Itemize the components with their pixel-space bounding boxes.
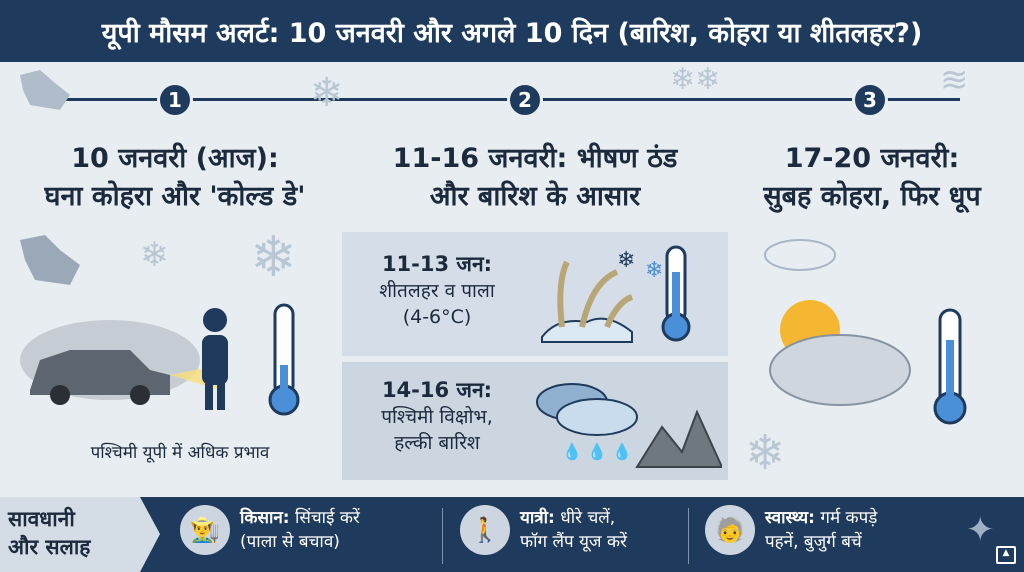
- rain-mountain-illustration: 💧 💧 💧: [536, 383, 722, 468]
- step-2-title-line2: और बारिश के आसार: [429, 181, 641, 212]
- box-heading: 14-16 जन:: [381, 378, 493, 402]
- step-1-note: पश्चिमी यूपी में अधिक प्रभाव: [90, 443, 270, 463]
- divider: [688, 508, 689, 564]
- thermometer-icon: [268, 303, 300, 416]
- box-line: पश्चिमी विक्षोभ,: [381, 406, 493, 428]
- western-disturbance-box: 14-16 जन: पश्चिमी विक्षोभ, हल्की बारिश 💧…: [342, 362, 728, 480]
- tip-title: यात्री:: [520, 508, 555, 528]
- tip-title: किसान:: [240, 508, 290, 528]
- rain-cloud-icon: 💧 💧 💧: [536, 383, 638, 461]
- cloud-icon: [764, 239, 836, 271]
- svg-text:💧 💧 💧: 💧 💧 💧: [562, 442, 632, 461]
- snowflake-icon: ❄: [310, 70, 344, 116]
- box-line: शीतलहर व पाला: [379, 280, 495, 302]
- mountain-icon: [635, 409, 722, 468]
- thermometer-icon: [661, 245, 691, 342]
- tip-text: धीरे चलें,: [554, 508, 616, 528]
- advice-label-line1: सावधानी: [8, 507, 75, 531]
- tip-text: फॉग लैंप यूज करें: [520, 532, 627, 552]
- tip-title: स्वास्थ्य:: [765, 508, 815, 528]
- car-icon: [30, 350, 170, 395]
- tip-text: (पाला से बचाव): [240, 532, 340, 552]
- step-1-title-line1: 10 जनवरी (आज):: [71, 143, 279, 174]
- advice-tip-health: 🧓 स्वास्थ्य: गर्म कपड़े पहनें, बुजुर्ग ब…: [705, 505, 877, 555]
- advice-tip-traveller: 🚶 यात्री: धीरे चलें, फॉग लैंप यूज करें: [460, 505, 627, 555]
- advice-bar: [0, 497, 1024, 572]
- caption-icon[interactable]: ▲: [996, 546, 1016, 564]
- step-3-title: 17-20 जनवरी: सुबह कोहरा, फिर धूप: [720, 140, 1024, 216]
- step-2-title-line1: 11-16 जनवरी: भीषण ठंड: [392, 143, 678, 174]
- cloud-icon: [769, 334, 911, 406]
- sun-cloud-thermometer-illustration: [764, 239, 967, 425]
- step-1-badge: 1: [157, 82, 193, 118]
- divider: [442, 508, 443, 564]
- step-3-badge: 3: [852, 82, 888, 118]
- elderly-person-icon: 🧓: [705, 505, 755, 555]
- snowflake-icon: ❄: [617, 248, 635, 273]
- tip-text: गर्म कपड़े: [814, 508, 878, 528]
- tip-text: सिंचाई करें: [289, 508, 360, 528]
- snowflake-icon: ❄: [140, 235, 169, 275]
- box-line: हल्की बारिश: [394, 432, 480, 454]
- box-line: (4-6°C): [402, 306, 472, 328]
- advice-label: सावधानी और सलाह: [0, 497, 160, 572]
- frost-plants-thermometer-illustration: ❄ ❄: [541, 245, 691, 343]
- shivering-person-icon: [202, 308, 228, 410]
- advice-tip-farmer: 👨‍🌾 किसान: सिंचाई करें (पाला से बचाव): [180, 505, 360, 555]
- wind-icon: ≋: [940, 60, 969, 100]
- snowflake-icon: ❄: [250, 225, 297, 290]
- step-3-title-line1: 17-20 जनवरी:: [784, 143, 960, 174]
- step-3-title-line2: सुबह कोहरा, फिर धूप: [763, 181, 981, 212]
- frost-plant-icon: [541, 317, 633, 343]
- sparkle-icon: ✦: [966, 510, 995, 550]
- tip-text: पहनें, बुजुर्ग बचें: [765, 532, 862, 552]
- step-1-title-line2: घना कोहरा और 'कोल्ड डे': [44, 181, 306, 212]
- step-2-title: 11-16 जनवरी: भीषण ठंड और बारिश के आसार: [340, 140, 730, 216]
- cold-wave-box: 11-13 जन: शीतलहर व पाला (4-6°C) ❄ ❄: [342, 232, 728, 356]
- advice-label-line2: और सलाह: [8, 535, 91, 559]
- up-map-icon: [20, 70, 70, 110]
- snowflake-icon: ❄: [645, 258, 663, 283]
- fog-car-person-illustration: [20, 303, 300, 416]
- snowflake-icon: ❄❄: [670, 62, 721, 97]
- walking-person-icon: 🚶: [460, 505, 510, 555]
- step-2-badge: 2: [507, 82, 543, 118]
- farmer-icon: 👨‍🌾: [180, 505, 230, 555]
- page-title: यूपी मौसम अलर्ट: 10 जनवरी और अगले 10 दिन…: [0, 0, 1024, 62]
- up-map-icon: [20, 235, 80, 285]
- box-heading: 11-13 जन:: [381, 252, 493, 276]
- snowflake-icon: ❄: [745, 425, 786, 481]
- step-1-title: 10 जनवरी (आज): घना कोहरा और 'कोल्ड डे': [0, 140, 350, 216]
- thermometer-icon: [933, 308, 967, 425]
